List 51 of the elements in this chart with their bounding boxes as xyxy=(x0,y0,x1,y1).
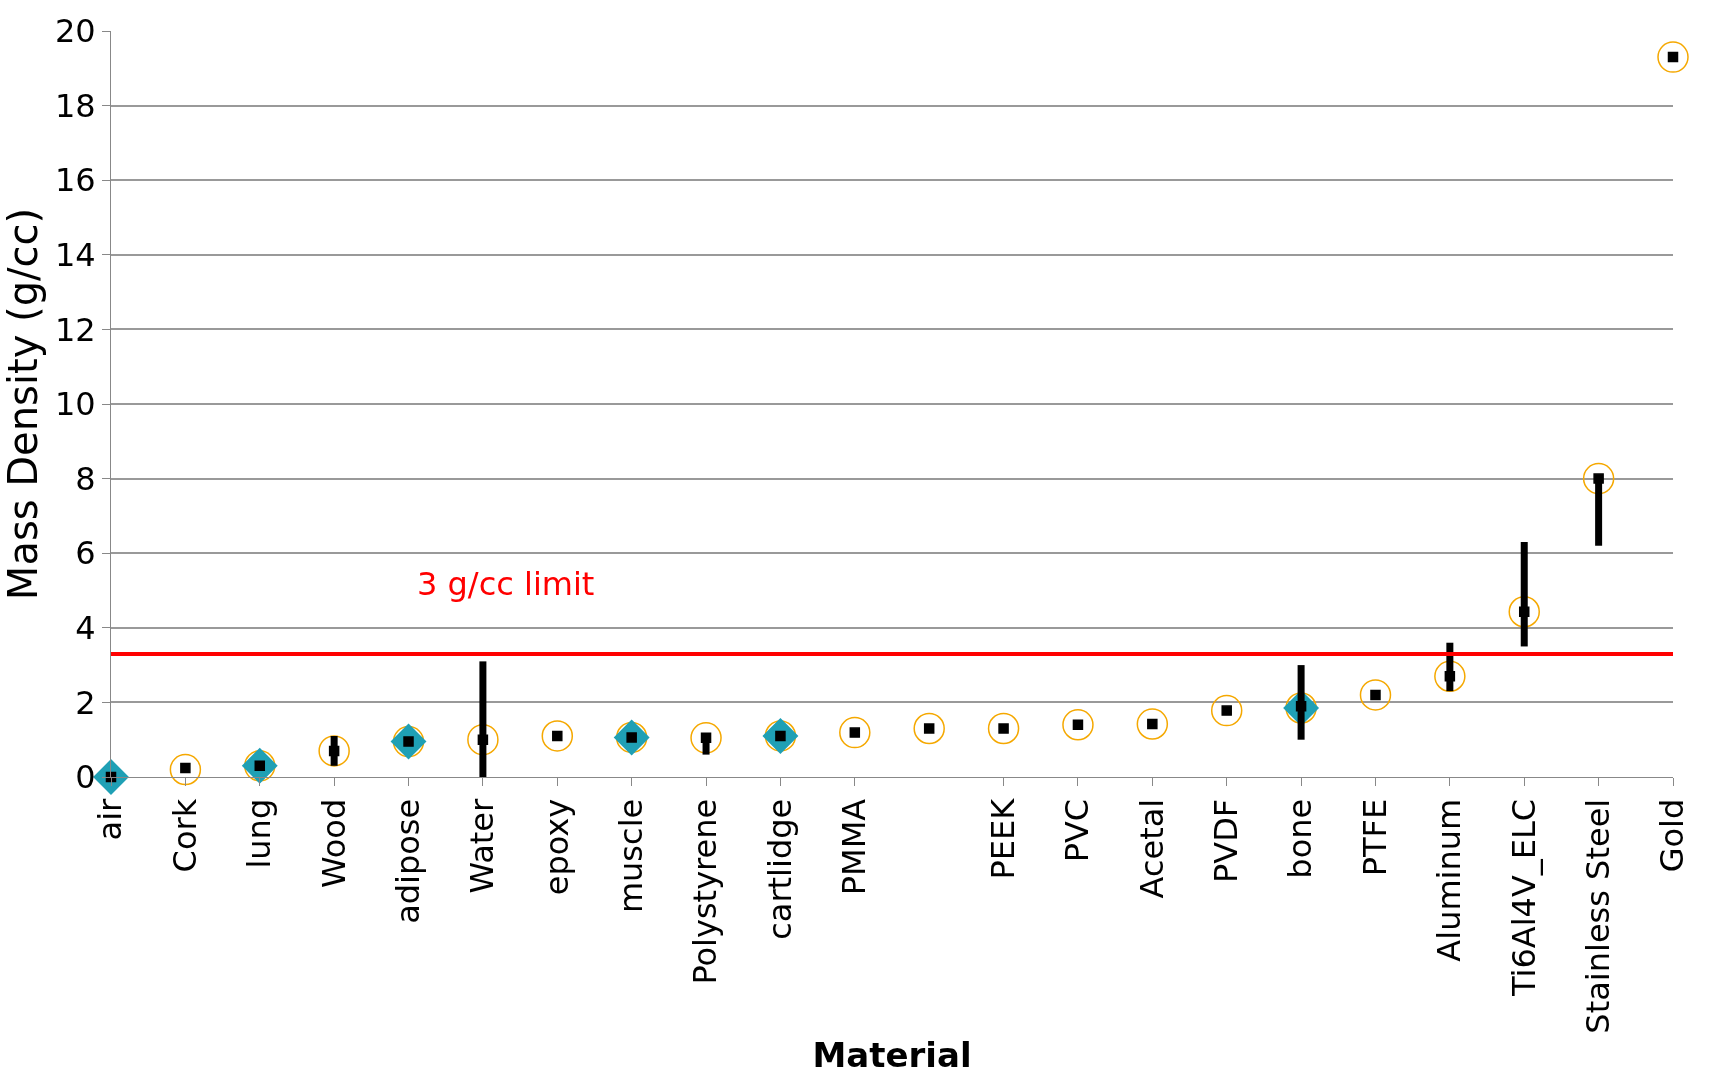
x-tick-label: PMMA xyxy=(835,798,874,896)
x-axis-title: Material xyxy=(812,1034,972,1075)
y-tick-label: 16 xyxy=(54,161,96,200)
x-tick-label: Cork xyxy=(165,798,204,873)
x-tick-label: PVC xyxy=(1058,798,1097,863)
point xyxy=(541,720,574,752)
point xyxy=(913,712,945,745)
y-tick-label: 18 xyxy=(54,86,96,125)
x-tick-label: PEEK xyxy=(983,797,1022,880)
point xyxy=(318,735,350,767)
x-tick-label: Stainless Steel xyxy=(1579,798,1618,1034)
point xyxy=(987,712,1020,745)
y-tick-label: 8 xyxy=(75,459,96,498)
x-tick-label: adipose xyxy=(388,798,427,924)
point xyxy=(1359,679,1392,711)
x-tick-label: Aluminum xyxy=(1430,798,1469,962)
x-tick-label: Polystyrene xyxy=(686,798,725,985)
x-tick-label: lung xyxy=(240,798,279,869)
y-tick-label: 6 xyxy=(75,534,96,573)
y-tick-label: 0 xyxy=(75,758,96,797)
x-tick-label: epoxy xyxy=(537,798,576,896)
point xyxy=(1434,660,1466,693)
x-tick-label: air xyxy=(91,797,130,841)
x-tick-label: Ti6Al4V_ELC xyxy=(1504,798,1543,998)
y-tick-label: 4 xyxy=(75,609,96,647)
x-tick-label: muscle xyxy=(612,798,651,914)
point xyxy=(1508,596,1540,628)
x-tick-label: bone xyxy=(1281,798,1320,879)
point xyxy=(839,716,871,749)
point xyxy=(1136,708,1169,740)
y-tick-label: 14 xyxy=(54,236,96,274)
point xyxy=(467,723,499,756)
y-axis-title: Mass Density (g/cc) xyxy=(0,207,46,601)
point xyxy=(1582,462,1615,495)
x-tick-label: PVDF xyxy=(1207,798,1246,884)
point xyxy=(1062,709,1094,741)
point xyxy=(169,753,202,786)
point xyxy=(1210,694,1243,727)
ref-line-label: 3 g/cc limit xyxy=(417,565,595,603)
x-tick-label: Water xyxy=(463,797,502,894)
point xyxy=(690,722,722,754)
x-tick-label: cartlidge xyxy=(760,798,799,940)
y-tick-label: 10 xyxy=(54,385,96,424)
y-tick-label: 2 xyxy=(75,683,96,722)
point xyxy=(1657,41,1689,73)
y-tick-label: 12 xyxy=(54,310,96,349)
x-tick-label: PTFE xyxy=(1355,798,1394,877)
x-tick-label: Wood xyxy=(314,798,353,889)
y-tick-label: 20 xyxy=(54,12,96,51)
x-tick-label: Gold xyxy=(1653,798,1692,873)
x-tick-label: Acetal xyxy=(1132,798,1171,899)
